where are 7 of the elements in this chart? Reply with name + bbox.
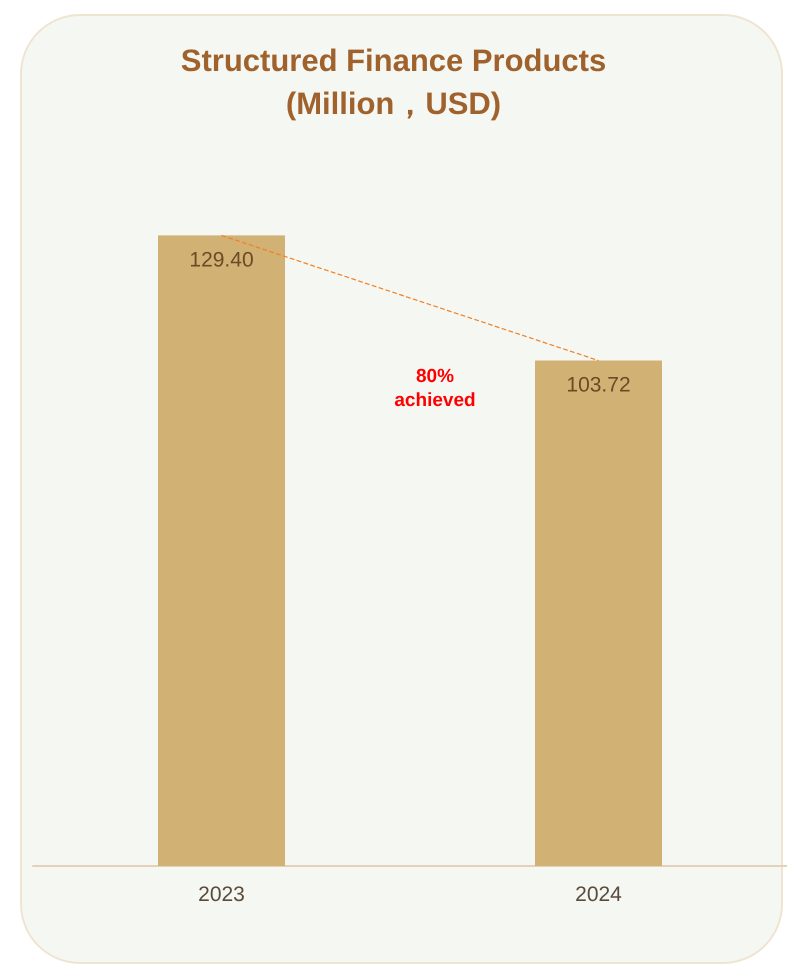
annotation: 80% achieved [393, 365, 477, 413]
chart-title: Structured Finance Products [180, 43, 606, 78]
data-label: 103.72 [566, 374, 631, 397]
chart-subtitle: (Million，USD) [286, 86, 502, 121]
data-label: 129.40 [189, 248, 254, 272]
x-tick-label: 2024 [575, 883, 622, 906]
x-tick-label: 2023 [198, 883, 245, 906]
